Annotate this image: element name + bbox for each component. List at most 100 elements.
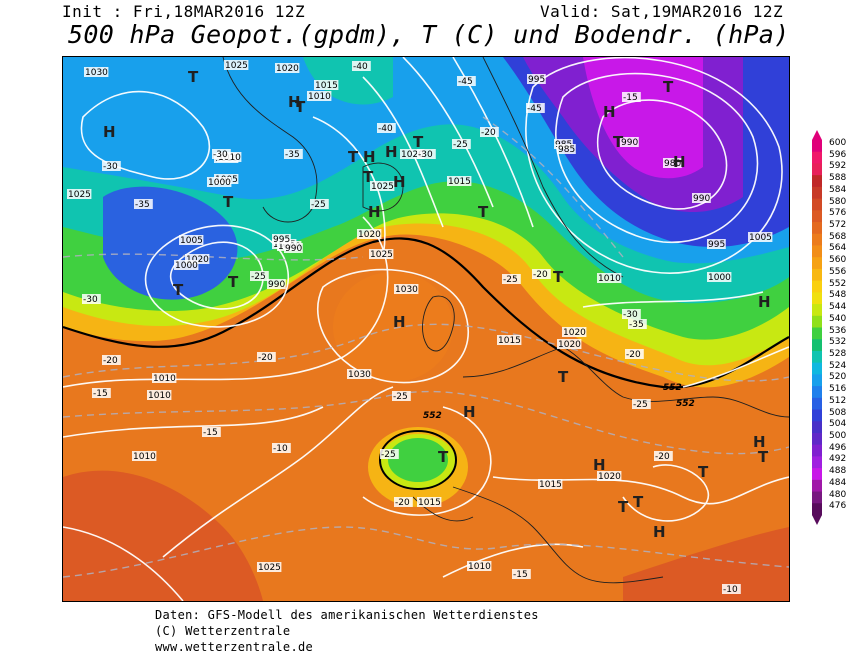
temperature-label: -25 bbox=[452, 139, 471, 150]
svg-text:1005: 1005 bbox=[180, 236, 203, 246]
pressure-label: 1020 bbox=[557, 339, 582, 350]
weather-map: 1030102510201015101010101005100010251010… bbox=[62, 56, 790, 602]
temperature-label: -25 bbox=[632, 399, 651, 410]
scale-value: 512 bbox=[829, 395, 847, 406]
isotherm-5 bbox=[482, 116, 624, 258]
svg-text:-20: -20 bbox=[103, 356, 118, 366]
pressure-label: 990 bbox=[267, 279, 286, 290]
high-pressure-marker: H bbox=[393, 173, 406, 191]
svg-text:1010: 1010 bbox=[468, 562, 491, 572]
scale-value: 556 bbox=[829, 266, 847, 277]
svg-text:-25: -25 bbox=[393, 392, 408, 402]
svg-text:1020: 1020 bbox=[563, 328, 586, 338]
pressure-label: 1010 bbox=[597, 273, 622, 284]
svg-text:1020: 1020 bbox=[276, 64, 299, 74]
low-pressure-marker: T bbox=[478, 203, 489, 221]
scale-swatch bbox=[812, 233, 822, 246]
low-cell-west bbox=[103, 186, 238, 300]
pressure-label: 990 bbox=[692, 193, 711, 204]
scale-swatch bbox=[812, 151, 822, 164]
isotherm-2 bbox=[63, 390, 789, 455]
svg-text:1025: 1025 bbox=[370, 250, 393, 260]
scale-swatch bbox=[812, 468, 822, 481]
coast-mediterranean bbox=[452, 486, 664, 584]
svg-text:1020: 1020 bbox=[401, 150, 424, 160]
pressure-label: 1020 bbox=[597, 471, 622, 482]
scale-value: 548 bbox=[829, 290, 847, 301]
coast-north-europe bbox=[462, 346, 789, 418]
svg-text:1015: 1015 bbox=[418, 498, 441, 508]
pressure-label: 1030 bbox=[347, 369, 372, 380]
scale-swatch bbox=[812, 140, 822, 153]
high-pressure-marker: H bbox=[603, 103, 616, 121]
isobar-ring-3 bbox=[144, 224, 289, 328]
temperature-label: -20 bbox=[654, 451, 673, 462]
low-pressure-marker: T bbox=[173, 281, 184, 299]
pressure-label: 1010 bbox=[467, 561, 492, 572]
pressure-label: 1010 bbox=[147, 390, 172, 401]
svg-text:990: 990 bbox=[268, 280, 285, 290]
svg-text:-25: -25 bbox=[311, 200, 326, 210]
svg-text:-40: -40 bbox=[378, 124, 393, 134]
temperature-label: -15 bbox=[512, 569, 531, 580]
svg-text:990: 990 bbox=[693, 194, 710, 204]
footer-website[interactable]: www.wetterzentrale.de bbox=[155, 640, 314, 654]
scale-swatch bbox=[812, 315, 822, 328]
pressure-label: 1010 bbox=[152, 373, 177, 384]
low-pressure-marker: T bbox=[348, 148, 359, 166]
svg-text:-30: -30 bbox=[103, 162, 118, 172]
svg-text:-45: -45 bbox=[527, 104, 542, 114]
scale-swatch bbox=[812, 339, 822, 352]
scale-value: 520 bbox=[829, 372, 847, 383]
temperature-label: -30 bbox=[212, 149, 231, 160]
pressure-label: 1015 bbox=[417, 497, 442, 508]
low-pressure-marker: T bbox=[633, 493, 644, 511]
svg-text:-35: -35 bbox=[629, 320, 644, 330]
high-pressure-marker: H bbox=[463, 403, 476, 421]
isobar-7 bbox=[312, 116, 386, 258]
svg-text:1000: 1000 bbox=[175, 261, 198, 271]
svg-text:-20: -20 bbox=[258, 353, 273, 363]
color-scale: 600 596 592 588 584 580 576 572 568 564 560 556 552 5… bbox=[810, 130, 850, 530]
svg-text:-15: -15 bbox=[513, 570, 528, 580]
svg-text:1010: 1010 bbox=[308, 92, 331, 102]
svg-text:1020: 1020 bbox=[558, 340, 581, 350]
footer-copyright: (C) Wetterzentrale bbox=[155, 624, 291, 638]
coast-scandinavia bbox=[482, 57, 624, 278]
pressure-label: 1030 bbox=[394, 284, 419, 295]
svg-text:-15: -15 bbox=[93, 389, 108, 399]
footer-source: Daten: GFS-Modell des amerikanischen Wet… bbox=[155, 608, 539, 622]
scale-value: 544 bbox=[829, 302, 847, 313]
svg-text:1010: 1010 bbox=[598, 274, 621, 284]
svg-text:1010: 1010 bbox=[148, 391, 171, 401]
scale-value: 476 bbox=[829, 501, 847, 512]
isobar-ring-4 bbox=[597, 99, 728, 210]
isobar-2 bbox=[63, 406, 324, 438]
svg-text:1025: 1025 bbox=[68, 190, 91, 200]
scale-value: 500 bbox=[829, 430, 847, 441]
temperature-label: -40 bbox=[352, 61, 371, 72]
svg-text:1030: 1030 bbox=[348, 370, 371, 380]
pressure-label: 1005 bbox=[748, 232, 773, 243]
scale-value: 528 bbox=[829, 348, 847, 359]
svg-text:1030: 1030 bbox=[395, 285, 418, 295]
scale-value: 492 bbox=[829, 454, 847, 465]
coastlines bbox=[222, 57, 789, 584]
svg-text:1015: 1015 bbox=[315, 81, 338, 91]
scale-swatch bbox=[812, 280, 822, 293]
svg-text:-35: -35 bbox=[135, 200, 150, 210]
high-pressure-marker: H bbox=[103, 123, 116, 141]
pressure-label: 995 bbox=[527, 74, 546, 85]
temperature-label: -15 bbox=[202, 427, 221, 438]
temperature-label: -30 bbox=[622, 309, 641, 320]
temperature-label: -25 bbox=[380, 449, 399, 460]
pressure-label: 995 bbox=[272, 234, 291, 245]
scale-value: 572 bbox=[829, 220, 847, 231]
svg-text:1000: 1000 bbox=[208, 178, 231, 188]
scale-value: 596 bbox=[829, 149, 847, 160]
scale-arrow-top bbox=[812, 130, 822, 140]
svg-text:995: 995 bbox=[273, 235, 290, 245]
scale-value: 484 bbox=[829, 477, 847, 488]
pressure-label: 1025 bbox=[224, 60, 249, 71]
svg-text:-20: -20 bbox=[533, 270, 548, 280]
